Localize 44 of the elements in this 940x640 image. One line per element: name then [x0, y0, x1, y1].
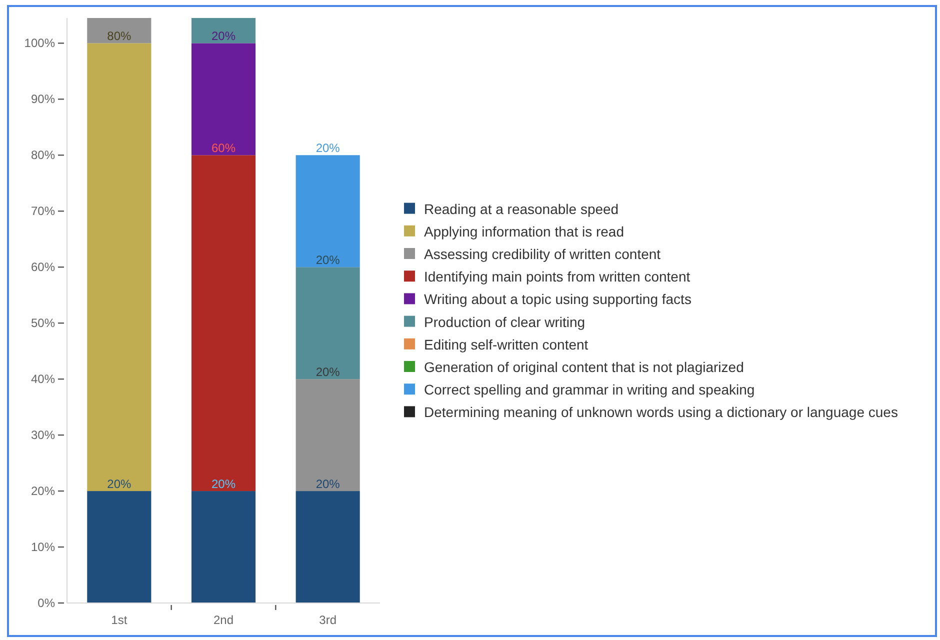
bar [191, 491, 256, 603]
legend-label: Editing self-written content [424, 336, 588, 352]
data-label: 20% [211, 477, 236, 492]
bar [87, 43, 152, 492]
legend-label: Determining meaning of unknown words using a dictionary or language cues [424, 404, 898, 420]
legend-label: Correct spelling and grammar in writing and speaking [424, 382, 755, 398]
y-tick-label: 60% [30, 260, 56, 274]
x-tick-label: 3rd [319, 613, 337, 627]
bar [191, 18, 256, 44]
y-tick-label: 80% [30, 148, 56, 162]
data-label: 20% [211, 29, 236, 44]
data-label: 80% [107, 29, 132, 44]
legend-label: Writing about a topic using supporting facts [424, 291, 692, 308]
data-label: 20% [316, 253, 340, 268]
data-label: 20% [316, 141, 340, 156]
bar [87, 18, 152, 44]
y-tick-label: 100% [24, 36, 56, 50]
legend-label: Identifying main points from written content [424, 268, 690, 285]
y-tick-label: 30% [30, 428, 56, 442]
y-tick-label: 50% [30, 316, 56, 330]
legend-label: Production of clear writing [424, 314, 586, 330]
bar [191, 155, 256, 492]
legend-label: Generation of original content that is not plagiarized [424, 359, 744, 375]
data-label: 20% [107, 477, 132, 492]
y-tick-label: 20% [30, 484, 56, 498]
y-tick-label: 90% [30, 92, 56, 106]
bar [296, 267, 360, 380]
bar [296, 379, 360, 492]
bar [296, 491, 360, 603]
data-label: 20% [316, 477, 340, 492]
y-tick-label: 70% [30, 204, 56, 218]
y-tick-label: 40% [30, 372, 56, 386]
legend-label: Applying information that is read [424, 223, 624, 240]
bar [87, 491, 152, 603]
bar [296, 155, 360, 268]
bar [191, 43, 256, 156]
legend-label: Reading at a reasonable speed [424, 200, 619, 217]
data-label: 20% [316, 365, 340, 380]
legend-label: Assessing credibility of written content [424, 246, 661, 262]
x-tick-label: 1st [111, 613, 128, 627]
x-tick-label: 2nd [213, 613, 234, 627]
y-tick-label: 10% [30, 540, 56, 554]
y-tick-label: 0% [38, 596, 56, 610]
data-label: 60% [211, 141, 236, 156]
